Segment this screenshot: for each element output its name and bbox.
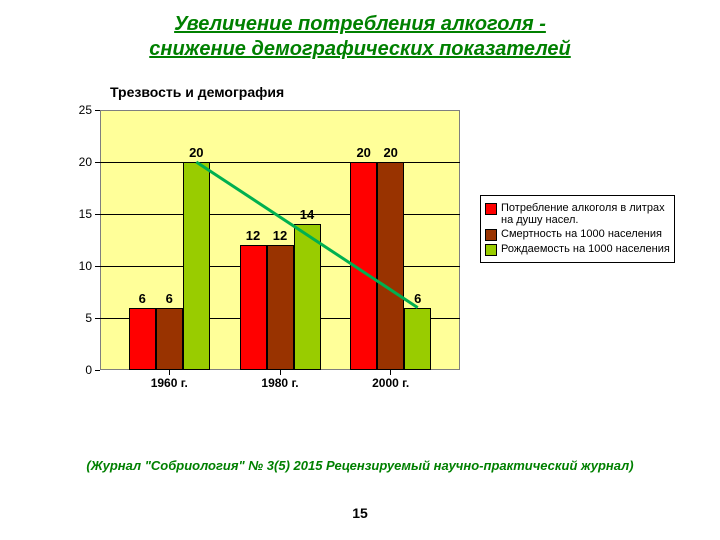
legend-label: Рождаемость на 1000 населения [501, 243, 670, 255]
bar-value-label: 20 [356, 145, 370, 160]
bar-value-label: 20 [383, 145, 397, 160]
title-line1: Увеличение потребления алкоголя - [174, 13, 546, 35]
bar-value-label: 20 [189, 145, 203, 160]
slide: Увеличение потребления алкоголя - снижен… [0, 0, 720, 540]
y-tick-label: 10 [79, 259, 100, 273]
bar [294, 224, 321, 370]
citation: (Журнал "Собриология" № 3(5) 2015 Реценз… [0, 458, 720, 473]
plot: 051015202566201960 г.1212141980 г.202062… [100, 110, 460, 370]
legend-item: Смертность на 1000 населения [485, 228, 670, 241]
legend: Потребление алкоголя в литрах на душу на… [480, 195, 675, 263]
bar-value-label: 14 [300, 207, 314, 222]
legend-label: Потребление алкоголя в литрах на душу на… [501, 202, 670, 226]
x-tick-mark [390, 370, 391, 375]
chart-title: Трезвость и демография [110, 84, 284, 100]
bar [156, 308, 183, 370]
bar-value-label: 6 [139, 291, 146, 306]
bar [183, 162, 210, 370]
bar-value-label: 12 [273, 228, 287, 243]
legend-swatch [485, 229, 497, 241]
bar [350, 162, 377, 370]
y-tick-label: 25 [79, 103, 100, 117]
plot-wrap: 051015202566201960 г.1212141980 г.202062… [100, 110, 460, 400]
legend-item: Потребление алкоголя в литрах на душу на… [485, 202, 670, 226]
bar [267, 245, 294, 370]
y-tick-label: 5 [85, 311, 100, 325]
y-tick-label: 20 [79, 155, 100, 169]
y-tick-label: 15 [79, 207, 100, 221]
main-title: Увеличение потребления алкоголя - снижен… [0, 0, 720, 62]
page-number: 15 [0, 505, 720, 521]
gridline [100, 162, 460, 163]
legend-swatch [485, 244, 497, 256]
legend-item: Рождаемость на 1000 населения [485, 243, 670, 256]
bar-value-label: 6 [414, 291, 421, 306]
bar [377, 162, 404, 370]
bar [404, 308, 431, 370]
bar [129, 308, 156, 370]
title-line2: снижение демографических показателей [149, 38, 571, 60]
x-tick-mark [280, 370, 281, 375]
chart-area: Трезвость и демография 05101520256620196… [40, 80, 680, 440]
y-tick-label: 0 [85, 363, 100, 377]
legend-label: Смертность на 1000 населения [501, 228, 662, 240]
bar-value-label: 12 [246, 228, 260, 243]
legend-swatch [485, 203, 497, 215]
bar [240, 245, 267, 370]
gridline [100, 214, 460, 215]
x-tick-mark [169, 370, 170, 375]
bar-value-label: 6 [166, 291, 173, 306]
